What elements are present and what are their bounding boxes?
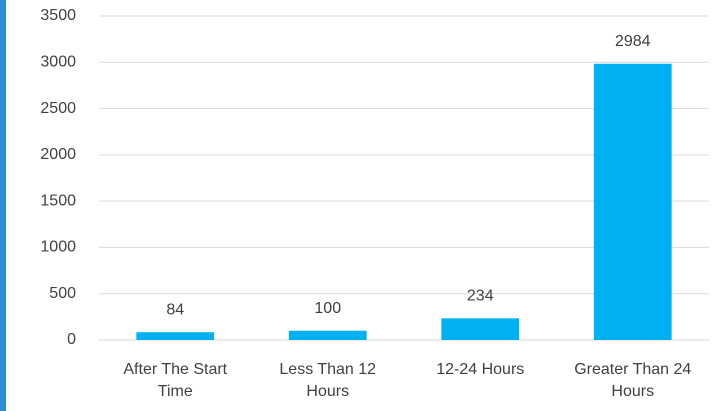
x-tick-label: After The Start Time bbox=[123, 361, 228, 400]
data-label: 100 bbox=[314, 300, 341, 317]
y-tick-label: 1000 bbox=[40, 239, 76, 256]
y-tick-label: 3000 bbox=[40, 54, 76, 71]
data-label: 2984 bbox=[615, 33, 651, 50]
x-tick-label: Less Than 12 Hours bbox=[279, 361, 377, 400]
x-tick-label: 12-24 Hours bbox=[436, 361, 525, 378]
data-label: 84 bbox=[166, 301, 184, 318]
accent-bar bbox=[0, 0, 6, 411]
bar bbox=[441, 318, 520, 340]
y-tick-label: 2500 bbox=[40, 100, 76, 117]
bar bbox=[288, 330, 367, 340]
y-tick-label: 1500 bbox=[40, 192, 76, 209]
y-tick-label: 0 bbox=[67, 331, 76, 348]
bar bbox=[136, 332, 215, 340]
bar bbox=[593, 63, 672, 341]
y-tick-label: 3500 bbox=[40, 7, 76, 24]
x-tick-label: Greater Than 24 Hours bbox=[574, 361, 692, 400]
y-tick-label: 2000 bbox=[40, 146, 76, 163]
data-label: 234 bbox=[467, 288, 494, 305]
y-tick-label: 500 bbox=[49, 285, 76, 302]
